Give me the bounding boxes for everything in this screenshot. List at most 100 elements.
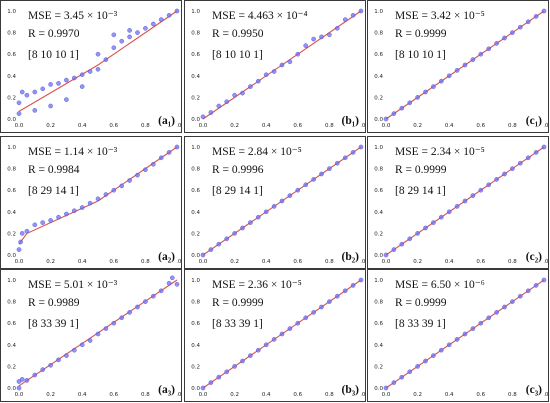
data-point [454, 68, 460, 73]
data-point [295, 187, 301, 193]
x-tick-label: 0.0 [382, 392, 391, 398]
data-point [533, 283, 539, 288]
data-point [263, 72, 269, 77]
data-point [166, 150, 172, 155]
data-point [224, 236, 230, 242]
data-point [240, 90, 245, 96]
data-point [111, 187, 117, 193]
y-tick-label: 1.0 [191, 9, 200, 15]
x-tick-label: 0.4 [262, 123, 271, 129]
x-tick-label: 0.2 [46, 392, 55, 398]
data-point [79, 72, 85, 77]
data-point [358, 277, 364, 283]
x-tick-label: 0.0 [382, 123, 391, 129]
data-point [541, 277, 547, 283]
y-tick-label: 0.2 [191, 95, 200, 101]
data-point [111, 320, 117, 326]
data-point [502, 304, 507, 310]
data-point [446, 209, 452, 215]
x-tick-label: 0.8 [325, 123, 334, 129]
x-tick-label: 0.0 [15, 123, 24, 129]
y-tick-label: 0.0 [7, 117, 16, 123]
data-point [271, 337, 277, 342]
y-tick-label: 0.4 [191, 343, 200, 349]
data-point [295, 320, 301, 326]
data-point [334, 293, 340, 299]
x-tick-label: 0.6 [293, 123, 302, 129]
data-point [271, 69, 277, 74]
fit-line [18, 10, 178, 112]
x-tick-label: 0.0 [15, 392, 24, 398]
panel-label: (a₃) [156, 383, 177, 397]
y-tick-label: 0.8 [7, 31, 16, 37]
data-point [541, 144, 547, 150]
data-point [166, 280, 172, 286]
data-point [24, 378, 30, 383]
y-tick-label: 0.8 [7, 167, 16, 173]
r-text: R = 0.9999 [395, 164, 447, 176]
panel-label: (c₂) [523, 250, 544, 264]
data-point [32, 108, 38, 113]
r-text: R = 0.9989 [28, 297, 80, 309]
architecture-text: [8 33 39 1] [212, 318, 263, 330]
data-point [64, 77, 69, 83]
data-point [48, 103, 53, 109]
architecture-text: [8 10 10 1] [395, 49, 446, 61]
data-point [103, 192, 109, 197]
data-point [342, 155, 348, 161]
data-point [383, 385, 389, 391]
data-point [350, 150, 356, 155]
x-tick-label: 0.2 [413, 123, 422, 129]
data-point [327, 299, 332, 304]
data-point [240, 358, 245, 364]
data-point [95, 51, 101, 57]
y-tick-label: 0.8 [191, 300, 200, 306]
x-tick-label: 0.2 [46, 123, 55, 129]
x-tick-label: 0.2 [230, 392, 239, 398]
data-point [439, 214, 444, 220]
data-point [256, 214, 261, 220]
architecture-text: [8 29 14 1] [28, 185, 79, 197]
data-point [470, 326, 476, 331]
data-point [18, 239, 23, 245]
data-point [407, 369, 413, 375]
y-tick-label: 0.4 [191, 74, 200, 80]
x-tick-label: 0.6 [109, 259, 118, 265]
y-tick-label: 0.2 [7, 231, 16, 237]
data-point [494, 310, 499, 315]
y-tick-label: 0.2 [7, 364, 16, 370]
data-point [303, 182, 308, 188]
data-point [127, 310, 132, 315]
x-tick-label: 0.6 [293, 392, 302, 398]
data-point [478, 320, 484, 326]
y-tick-label: 1.0 [374, 278, 383, 284]
y-tick-label: 0.0 [191, 117, 200, 123]
y-tick-label: 0.6 [374, 52, 383, 58]
data-point [119, 183, 124, 189]
y-tick-label: 0.2 [191, 364, 200, 370]
data-point [462, 198, 468, 204]
data-point [32, 372, 38, 378]
data-point [224, 369, 230, 375]
y-tick-label: 0.6 [191, 188, 200, 194]
data-point [319, 34, 324, 40]
data-point [200, 114, 206, 120]
data-point [399, 241, 405, 247]
y-tick-label: 0.8 [191, 31, 200, 37]
data-point [256, 347, 261, 353]
data-point [150, 21, 156, 27]
panel-b3: 0.0 0.2 0.4 0.6 0.8 1.0 0.0 0.2 0.4 0.6 0.8 1.0 MSE … [184, 269, 366, 402]
data-point [454, 204, 460, 209]
x-tick-label: 0.4 [78, 392, 87, 398]
y-tick-label: 0.4 [7, 343, 16, 349]
data-point [79, 84, 85, 89]
data-point [517, 24, 523, 30]
x-tick-label: 0.2 [413, 259, 422, 265]
data-point [208, 380, 214, 385]
data-point [95, 196, 101, 202]
data-point [248, 84, 253, 89]
x-tick-label: 0.8 [325, 259, 334, 265]
x-tick-label: 0.6 [109, 123, 118, 129]
y-tick-label: 0.4 [374, 343, 383, 349]
data-point [431, 353, 436, 358]
